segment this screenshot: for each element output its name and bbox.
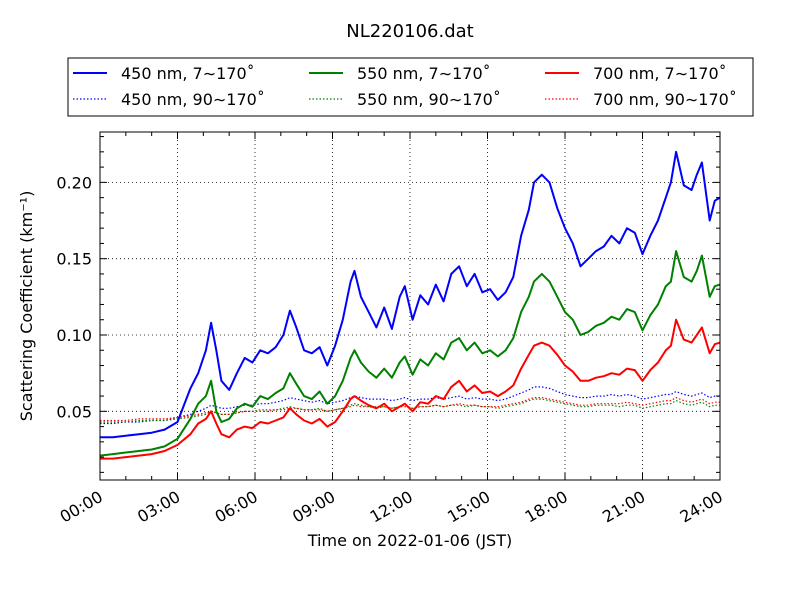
y-tick-label: 0.15 [56,250,92,269]
series-line-4 [100,386,720,425]
legend-label-5: 550 nm, 90∼170˚ [357,90,501,109]
y-tick-labels: 0.05 0.10 0.15 0.20 [56,173,92,421]
y-tick-label: 0.20 [56,173,92,192]
y-tick-label: 0.05 [56,402,92,421]
legend-label-4: 450 nm, 90∼170˚ [121,90,265,109]
legend-label-2: 550 nm, 7∼170˚ [357,64,491,83]
chart-title: NL220106.dat [346,21,473,42]
legend-label-1: 450 nm, 7∼170˚ [121,64,255,83]
series-line-2 [99,250,721,457]
plot-area: 00:00 03:00 06:00 09:00 12:00 15:00 18:00 21:00… [56,131,726,527]
legend-label-3: 700 nm, 7∼170˚ [593,64,727,83]
grid-lines [100,132,720,480]
legend-frame [67,57,754,117]
series-line-1 [100,150,721,439]
chart-legend: 450 nm, 7∼170˚ 550 nm, 7∼170˚ 700 nm, 7∼17… [67,57,754,117]
series-layer [99,150,721,460]
legend-label-6: 700 nm, 90∼170˚ [593,90,737,109]
y-axis-label: Scattering Coefficient (km⁻¹) [17,191,36,422]
y-tick-label: 0.10 [56,326,92,345]
tick-marks [99,132,721,480]
x-axis-label: Time on 2022-01-06 (JST) [307,531,512,550]
series-line-3 [100,318,721,460]
